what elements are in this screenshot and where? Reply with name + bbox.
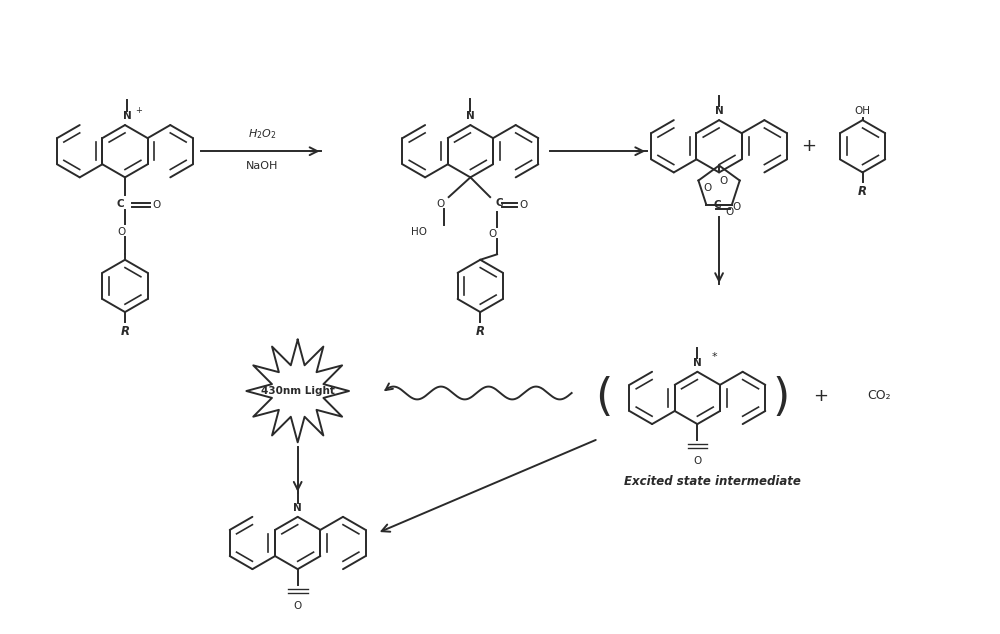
Text: HO: HO bbox=[411, 227, 427, 236]
Text: *: * bbox=[711, 352, 717, 362]
Text: O: O bbox=[437, 199, 445, 209]
Text: (: ( bbox=[596, 377, 613, 420]
Text: O: O bbox=[720, 176, 728, 186]
Text: NaOH: NaOH bbox=[246, 161, 278, 171]
Text: O: O bbox=[520, 200, 528, 210]
Text: R: R bbox=[120, 325, 129, 338]
Text: O: O bbox=[693, 456, 701, 465]
Text: N: N bbox=[715, 106, 723, 116]
Text: ): ) bbox=[772, 377, 789, 420]
Text: +: + bbox=[135, 106, 142, 115]
Text: $H_2O_2$: $H_2O_2$ bbox=[248, 127, 276, 141]
Text: O: O bbox=[294, 601, 302, 611]
Text: N: N bbox=[693, 358, 702, 368]
Text: C: C bbox=[495, 198, 503, 208]
Text: +: + bbox=[801, 138, 816, 155]
Text: R: R bbox=[476, 325, 485, 338]
Text: N: N bbox=[123, 111, 131, 121]
Text: N: N bbox=[293, 503, 302, 513]
Text: C: C bbox=[116, 199, 124, 209]
Text: O: O bbox=[488, 229, 496, 238]
Text: O: O bbox=[153, 200, 161, 210]
Text: CO₂: CO₂ bbox=[868, 389, 891, 403]
Text: 430nm Light: 430nm Light bbox=[261, 386, 335, 396]
Text: R: R bbox=[858, 185, 867, 198]
Text: O: O bbox=[732, 202, 740, 212]
Text: O: O bbox=[117, 227, 125, 236]
Text: N: N bbox=[466, 111, 475, 121]
Text: Excited state intermediate: Excited state intermediate bbox=[624, 476, 801, 488]
Text: O: O bbox=[726, 207, 734, 217]
Text: +: + bbox=[813, 387, 828, 405]
Text: OH: OH bbox=[855, 106, 871, 116]
Text: O: O bbox=[703, 183, 712, 193]
Text: C: C bbox=[713, 200, 721, 210]
